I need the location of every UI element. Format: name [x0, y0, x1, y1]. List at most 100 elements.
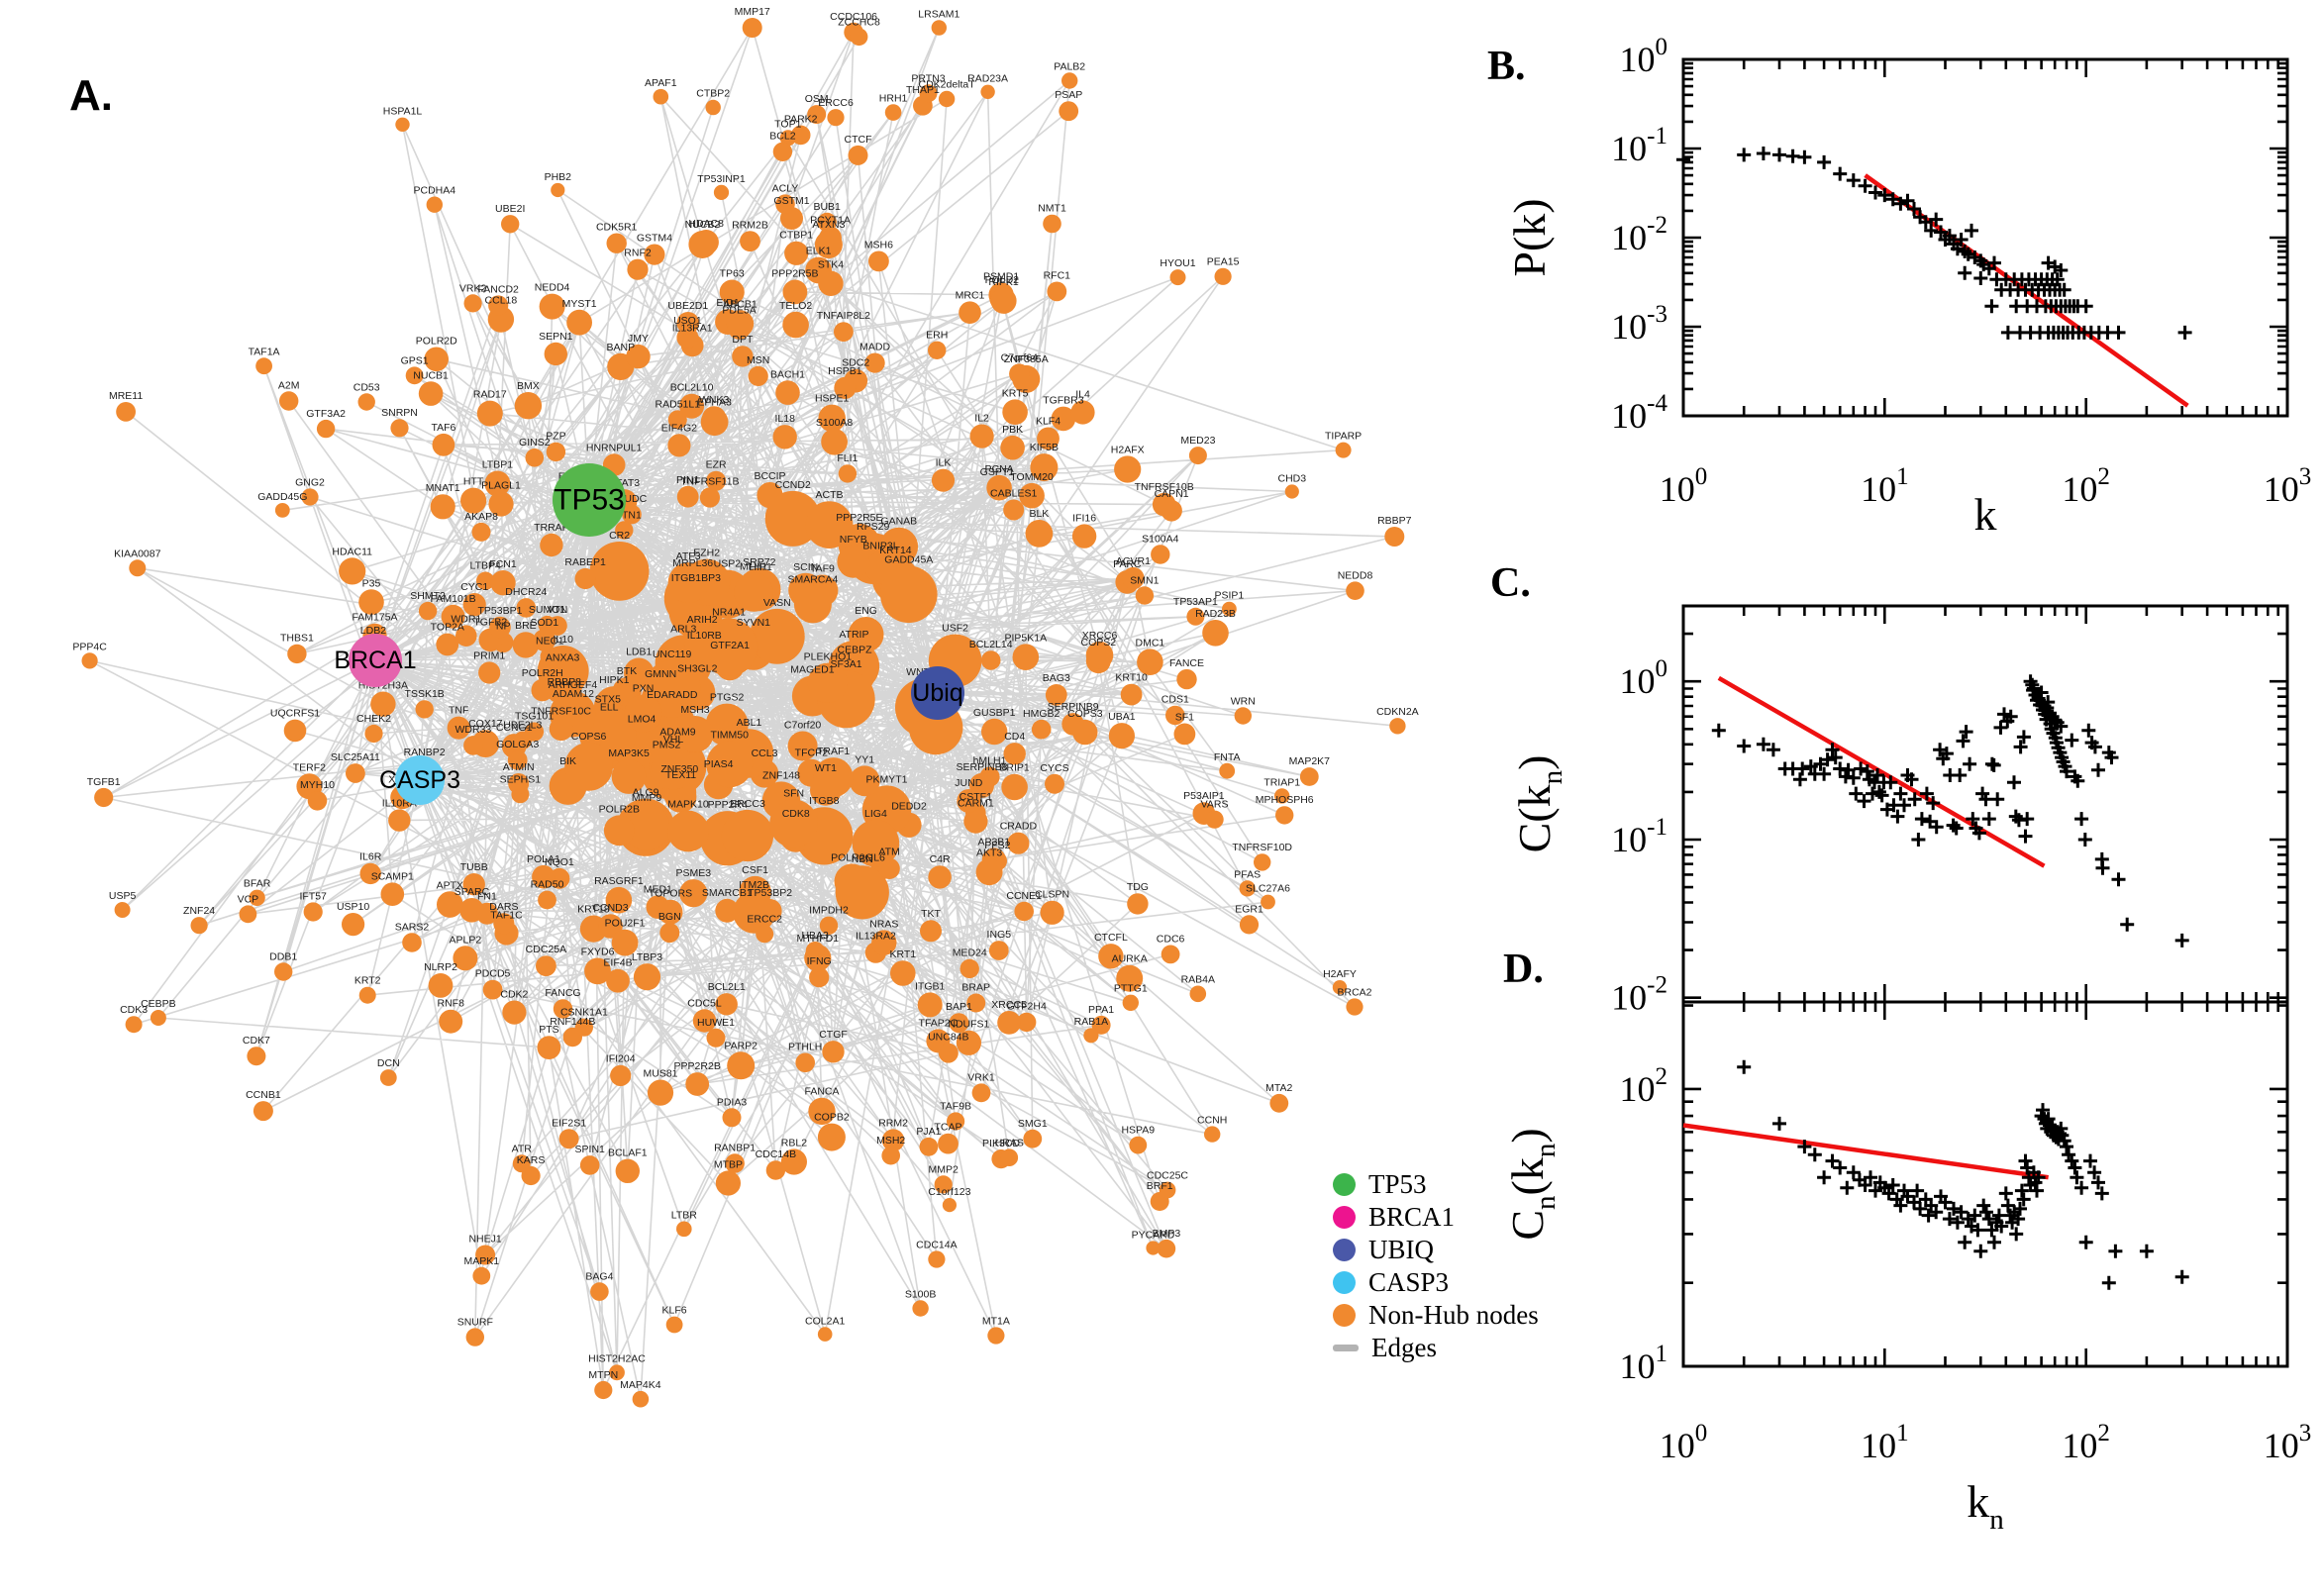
- network-node: [1000, 1148, 1019, 1166]
- network-node-label: ATRIP: [839, 629, 868, 641]
- network-node-label: PCYT1A: [810, 215, 851, 227]
- network-node: [476, 571, 495, 590]
- network-node-label: RAD23B: [1195, 608, 1236, 620]
- network-node-label: PARP2: [724, 1040, 758, 1051]
- network-node: [814, 231, 843, 259]
- network-node: [116, 402, 136, 422]
- network-node: [611, 929, 639, 956]
- scatter-series: [1711, 674, 2189, 948]
- network-node-label: DHCR24: [505, 586, 547, 598]
- network-node-label: GINS2: [519, 437, 551, 449]
- network-node: [986, 474, 1012, 501]
- network-node-label: MADD: [859, 342, 890, 353]
- network-node: [303, 902, 323, 922]
- network-node: [463, 736, 483, 755]
- network-node: [849, 765, 880, 797]
- network-node: [279, 391, 299, 411]
- network-node: [1047, 281, 1067, 302]
- network-node: [819, 916, 839, 935]
- network-node-label: ARL3: [670, 623, 696, 635]
- network-node: [357, 393, 375, 411]
- network-node-label: TAF1A: [249, 346, 280, 357]
- network-node-label: IL10: [553, 634, 573, 646]
- network-node: [807, 662, 849, 703]
- network-node-label: SPIN1: [575, 1144, 606, 1155]
- network-node: [719, 279, 745, 305]
- network-node-label: TAF9: [810, 562, 835, 574]
- network-node-label: CCDC106: [830, 11, 877, 23]
- network-node: [725, 1153, 745, 1173]
- network-node: [465, 1328, 484, 1347]
- network-node-label: VCP: [238, 893, 259, 905]
- network-node-label: UBE2L3: [503, 720, 542, 732]
- network-node: [1120, 683, 1143, 706]
- network-node: [919, 1137, 939, 1156]
- network-node-label: MAP4K4: [620, 1379, 661, 1391]
- network-node-label: FLI1: [837, 452, 858, 464]
- plot-frame: [1681, 57, 2289, 418]
- network-node: [430, 494, 455, 520]
- network-node-label: VRK2: [459, 282, 487, 294]
- network-node: [685, 1072, 710, 1096]
- x-axis-title: kn: [1967, 1476, 2004, 1536]
- network-node-label: PPP4C: [72, 641, 107, 652]
- network-node: [1114, 455, 1142, 483]
- network-node-label: CDK2: [500, 989, 528, 1001]
- network-node-label: CCNG1: [496, 722, 533, 734]
- network-node-label: TOP2A: [431, 622, 464, 634]
- legend-item: Non-Hub nodes: [1333, 1299, 1539, 1332]
- network-node-label: COPS6: [571, 731, 607, 743]
- network-node: [507, 749, 528, 770]
- network-node-label: ATR: [512, 1143, 533, 1154]
- network-node: [821, 428, 848, 455]
- network-node-label: TP53INP1: [697, 173, 746, 185]
- network-node-label: CDS1: [1162, 694, 1189, 706]
- x-tick-label: 102: [2062, 1420, 2110, 1465]
- network-node-label: CDK2deltaT: [918, 79, 975, 91]
- network-node-label: NEO1: [536, 635, 564, 647]
- network-node-label: BRE: [515, 620, 537, 632]
- network-node: [1070, 400, 1095, 425]
- network-node: [1017, 1012, 1037, 1033]
- network-node: [676, 716, 714, 752]
- legend-item-label: Edges: [1371, 1333, 1437, 1362]
- network-node-label: UBA1: [1108, 711, 1136, 723]
- network-node-label: SF1: [1175, 712, 1194, 724]
- network-node: [928, 865, 952, 889]
- network-node-label: CDC14B: [756, 1148, 796, 1160]
- network-node-label: HDAC8: [688, 218, 724, 230]
- network-node-label: PPP2R2B: [674, 1060, 721, 1072]
- network-node-label: AKT3: [976, 847, 1002, 858]
- network-node-label: DMC1: [1136, 637, 1165, 648]
- network-node: [702, 406, 727, 431]
- network-node-label: RAD17: [473, 389, 507, 401]
- network-node: [1007, 832, 1030, 854]
- network-node: [657, 899, 683, 925]
- network-node-label: UBA3: [801, 930, 829, 942]
- network-node: [1269, 1093, 1289, 1113]
- network-node-label: KLF4: [1036, 416, 1060, 428]
- network-node-label: LTBP1: [482, 459, 513, 471]
- network-node: [838, 464, 858, 483]
- network-node: [1091, 1015, 1111, 1035]
- legend-node-swatch-icon: [1333, 1239, 1356, 1261]
- network-node-label: CDK5R1: [596, 222, 638, 234]
- network-node: [493, 913, 515, 935]
- network-node: [676, 485, 699, 508]
- network-node-label: IL4: [1075, 388, 1090, 400]
- network-node-label: NLRP2: [424, 961, 457, 973]
- network-node-label: BAP1: [946, 1001, 972, 1013]
- network-node: [633, 963, 661, 991]
- network-node: [764, 490, 821, 547]
- network-node: [1001, 773, 1028, 801]
- network-node-label: POLR2H: [522, 667, 563, 679]
- network-node-label: MSH2: [876, 1135, 905, 1147]
- network-node: [1222, 601, 1237, 617]
- network-node: [931, 468, 956, 492]
- network-node-label: RAD23A: [967, 73, 1008, 85]
- network-node-label: PZP: [546, 431, 565, 443]
- network-node: [1098, 944, 1124, 969]
- network-node-label: MPHOSPH6: [1256, 794, 1314, 806]
- network-node-label: TP53BP2: [748, 887, 792, 899]
- network-node: [795, 1052, 815, 1073]
